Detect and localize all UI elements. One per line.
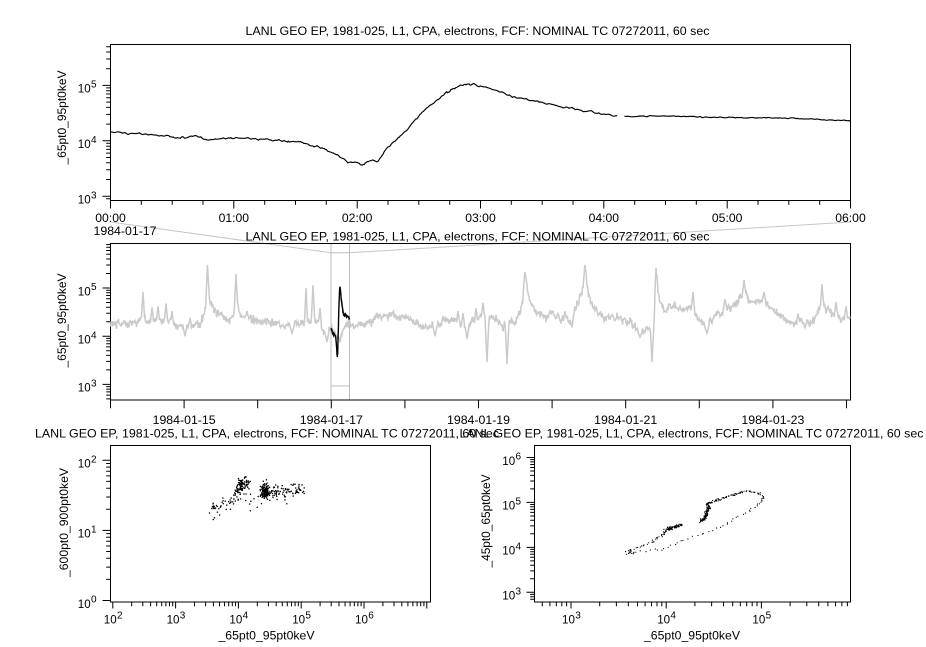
svg-text:1984-01-17: 1984-01-17 — [300, 413, 363, 427]
svg-text:10: 10 — [502, 545, 515, 558]
svg-text:10: 10 — [78, 285, 91, 298]
svg-text:_45pt0_65pt0keV: _45pt0_65pt0keV — [479, 475, 493, 569]
svg-text:00:00: 00:00 — [95, 211, 126, 225]
svg-text:10: 10 — [78, 598, 91, 611]
svg-text:_65pt0_95pt0keV: _65pt0_95pt0keV — [55, 274, 69, 369]
svg-text:10: 10 — [502, 455, 515, 468]
svg-text:4: 4 — [243, 610, 249, 621]
svg-text:5: 5 — [305, 610, 311, 621]
svg-text:_65pt0_95pt0keV: _65pt0_95pt0keV — [643, 629, 740, 643]
svg-text:_65pt0_95pt0keV: _65pt0_95pt0keV — [217, 629, 314, 643]
svg-text:10: 10 — [502, 500, 515, 513]
svg-text:10: 10 — [752, 614, 765, 627]
svg-text:5: 5 — [91, 80, 97, 91]
svg-text:10: 10 — [355, 614, 368, 627]
svg-text:10: 10 — [78, 334, 91, 347]
svg-text:01:00: 01:00 — [219, 211, 250, 225]
svg-text:10: 10 — [562, 614, 575, 627]
svg-text:10: 10 — [78, 458, 91, 471]
svg-text:4: 4 — [91, 330, 97, 341]
svg-text:05:00: 05:00 — [712, 211, 743, 225]
svg-text:3: 3 — [180, 610, 186, 621]
svg-text:1984-01-19: 1984-01-19 — [447, 413, 510, 427]
svg-text:2: 2 — [117, 610, 123, 621]
svg-text:10: 10 — [502, 590, 515, 603]
svg-text:LANL GEO EP, 1981-025, L1, CPA: LANL GEO EP, 1981-025, L1, CPA, electron… — [35, 426, 499, 440]
svg-text:02:00: 02:00 — [342, 211, 373, 225]
svg-text:3: 3 — [91, 190, 97, 201]
svg-text:10: 10 — [657, 614, 670, 627]
svg-text:5: 5 — [766, 610, 772, 621]
svg-text:5: 5 — [91, 282, 97, 293]
svg-text:6: 6 — [368, 610, 374, 621]
svg-text:10: 10 — [104, 614, 117, 627]
svg-text:1984-01-23: 1984-01-23 — [741, 413, 804, 427]
svg-text:3: 3 — [575, 610, 581, 621]
svg-text:10: 10 — [229, 614, 242, 627]
svg-text:1984-01-15: 1984-01-15 — [153, 413, 216, 427]
svg-text:10: 10 — [292, 614, 305, 627]
svg-text:03:00: 03:00 — [465, 211, 496, 225]
svg-text:_65pt0_95pt0keV: _65pt0_95pt0keV — [55, 71, 69, 166]
svg-text:3: 3 — [516, 587, 522, 598]
svg-text:4: 4 — [91, 135, 97, 146]
svg-text:04:00: 04:00 — [589, 211, 620, 225]
svg-text:1984-01-17: 1984-01-17 — [94, 224, 157, 238]
svg-text:10: 10 — [78, 528, 91, 541]
svg-text:10: 10 — [78, 194, 91, 207]
svg-text:LANL GEO EP, 1981-025, L1, CPA: LANL GEO EP, 1981-025, L1, CPA, electron… — [460, 426, 924, 440]
svg-text:4: 4 — [516, 542, 522, 553]
svg-text:LANL GEO EP, 1981-025, L1, CPA: LANL GEO EP, 1981-025, L1, CPA, electron… — [246, 24, 710, 38]
svg-text:5: 5 — [516, 497, 522, 508]
svg-text:6: 6 — [516, 452, 522, 463]
svg-text:3: 3 — [91, 379, 97, 390]
svg-text:_600pt0_900pt0keV: _600pt0_900pt0keV — [57, 468, 71, 578]
svg-text:LANL GEO EP, 1981-025, L1, CPA: LANL GEO EP, 1981-025, L1, CPA, electron… — [246, 229, 710, 243]
svg-text:4: 4 — [670, 610, 676, 621]
svg-text:0: 0 — [91, 595, 97, 606]
svg-text:1: 1 — [91, 525, 97, 536]
svg-text:10: 10 — [78, 138, 91, 151]
svg-text:10: 10 — [78, 83, 91, 96]
svg-text:10: 10 — [78, 382, 91, 395]
svg-text:10: 10 — [167, 614, 180, 627]
svg-text:06:00: 06:00 — [835, 211, 866, 225]
svg-text:2: 2 — [91, 455, 97, 466]
svg-text:1984-01-21: 1984-01-21 — [594, 413, 657, 427]
